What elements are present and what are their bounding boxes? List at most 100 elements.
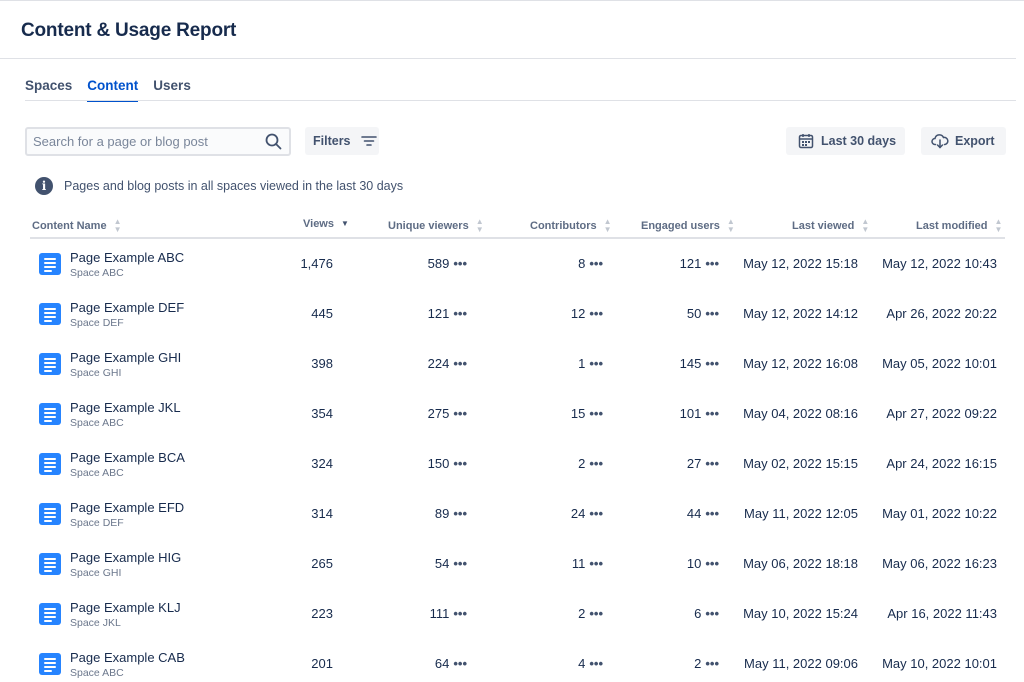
- views-cell: 354: [311, 406, 333, 421]
- table-row: Page Example BCA Space ABC 324 150 ••• 2 •…: [30, 439, 1005, 489]
- column-header-engaged-users[interactable]: Engaged users ▲ ▼: [641, 218, 735, 234]
- page-link[interactable]: Page Example ABC: [70, 250, 185, 265]
- sort-icon: ▲ ▼: [603, 217, 612, 234]
- page-title: Content & Usage Report: [21, 20, 237, 41]
- more-icon[interactable]: •••: [705, 456, 719, 471]
- tab-content[interactable]: Content: [87, 78, 139, 102]
- column-header-last-viewed[interactable]: Last viewed ▲ ▼: [792, 218, 869, 234]
- page-icon: [39, 253, 61, 275]
- last-viewed-cell: May 12, 2022 15:18: [743, 256, 858, 271]
- page-icon: [39, 303, 61, 325]
- sort-icon: ▲ ▼: [475, 217, 484, 234]
- more-icon[interactable]: •••: [453, 606, 467, 621]
- tab-bar: Spaces Content Users: [25, 78, 206, 102]
- contributors-cell: 11 •••: [572, 556, 603, 571]
- page-icon: [39, 503, 61, 525]
- table-row: Page Example EFD Space DEF 314 89 ••• 24 •…: [30, 489, 1005, 539]
- engaged-users-value: 6: [694, 606, 702, 621]
- more-icon[interactable]: •••: [453, 306, 467, 321]
- more-icon[interactable]: •••: [453, 656, 467, 671]
- more-icon[interactable]: •••: [705, 406, 719, 421]
- more-icon[interactable]: •••: [453, 456, 467, 471]
- search-input[interactable]: [33, 134, 263, 149]
- page-link[interactable]: Page Example BCA: [70, 450, 185, 465]
- last-viewed-cell: May 12, 2022 14:12: [743, 306, 858, 321]
- info-icon: i: [35, 177, 53, 195]
- top-border: [0, 0, 1024, 1]
- engaged-users-value: 101: [679, 406, 702, 421]
- column-header-views[interactable]: Views ▼: [303, 218, 349, 230]
- more-icon[interactable]: •••: [589, 656, 603, 671]
- more-icon[interactable]: •••: [705, 606, 719, 621]
- more-icon[interactable]: •••: [453, 356, 467, 371]
- contributors-value: 2: [578, 456, 586, 471]
- views-cell: 265: [311, 556, 333, 571]
- contributors-value: 2: [578, 606, 586, 621]
- space-name: Space ABC: [70, 667, 124, 679]
- page-icon: [39, 653, 61, 675]
- tab-users[interactable]: Users: [153, 78, 191, 93]
- unique-viewers-cell: 54 •••: [435, 556, 467, 571]
- date-range-button[interactable]: Last 30 days: [786, 127, 905, 155]
- more-icon[interactable]: •••: [589, 506, 603, 521]
- column-header-label: Contributors: [530, 220, 597, 232]
- contributors-cell: 8 •••: [578, 256, 603, 271]
- filters-button[interactable]: Filters: [305, 127, 379, 155]
- filter-icon: [360, 135, 377, 147]
- column-header-label: Last viewed: [792, 220, 855, 232]
- page-link[interactable]: Page Example DEF: [70, 300, 185, 315]
- more-icon[interactable]: •••: [453, 506, 467, 521]
- more-icon[interactable]: •••: [705, 556, 719, 571]
- more-icon[interactable]: •••: [705, 306, 719, 321]
- more-icon[interactable]: •••: [453, 406, 467, 421]
- content-table: Content Name ▲ ▼ Views ▼ Unique viewers ▲ ▼ C…: [30, 210, 1005, 682]
- export-label: Export: [955, 134, 995, 148]
- column-header-label: Engaged users: [641, 220, 720, 232]
- column-header-last-modified[interactable]: Last modified ▲ ▼: [916, 218, 1002, 234]
- more-icon[interactable]: •••: [589, 406, 603, 421]
- last-modified-cell: May 06, 2022 16:23: [882, 556, 997, 571]
- page-link[interactable]: Page Example GHI: [70, 350, 182, 365]
- page-link[interactable]: Page Example EFD: [70, 500, 185, 515]
- search-icon[interactable]: [263, 132, 283, 152]
- unique-viewers-cell: 275 •••: [428, 406, 467, 421]
- engaged-users-value: 145: [679, 356, 702, 371]
- more-icon[interactable]: •••: [589, 356, 603, 371]
- more-icon[interactable]: •••: [589, 456, 603, 471]
- more-icon[interactable]: •••: [589, 256, 603, 271]
- contributors-value: 11: [571, 556, 586, 571]
- space-name: Space ABC: [70, 267, 124, 279]
- engaged-users-value: 27: [686, 456, 702, 471]
- more-icon[interactable]: •••: [453, 256, 467, 271]
- column-header-content-name[interactable]: Content Name ▲ ▼: [32, 218, 121, 234]
- column-header-unique-viewers[interactable]: Unique viewers ▲ ▼: [388, 218, 484, 234]
- page-link[interactable]: Page Example CAB: [70, 650, 185, 665]
- contributors-cell: 1 •••: [578, 356, 603, 371]
- page-link[interactable]: Page Example JKL: [70, 400, 181, 415]
- more-icon[interactable]: •••: [589, 306, 603, 321]
- content-name-cell: Page Example DEF Space DEF: [70, 300, 184, 329]
- contributors-cell: 15 •••: [571, 406, 603, 421]
- more-icon[interactable]: •••: [453, 556, 467, 571]
- unique-viewers-cell: 121 •••: [428, 306, 467, 321]
- unique-viewers-value: 121: [427, 306, 450, 321]
- tab-spaces[interactable]: Spaces: [25, 78, 73, 93]
- engaged-users-value: 121: [679, 256, 702, 271]
- more-icon[interactable]: •••: [705, 656, 719, 671]
- more-icon[interactable]: •••: [705, 256, 719, 271]
- more-icon[interactable]: •••: [705, 506, 719, 521]
- page-link[interactable]: Page Example KLJ: [70, 600, 181, 615]
- column-header-label: Content Name: [32, 220, 107, 232]
- column-header-contributors[interactable]: Contributors ▲ ▼: [530, 218, 612, 234]
- engaged-users-cell: 101 •••: [680, 406, 719, 421]
- views-cell: 223: [311, 606, 333, 621]
- unique-viewers-value: 54: [434, 556, 450, 571]
- unique-viewers-value: 275: [427, 406, 450, 421]
- last-viewed-cell: May 12, 2022 16:08: [743, 356, 858, 371]
- more-icon[interactable]: •••: [589, 556, 603, 571]
- column-header-label: Last modified: [916, 220, 988, 232]
- more-icon[interactable]: •••: [705, 356, 719, 371]
- export-button[interactable]: Export: [921, 127, 1006, 155]
- more-icon[interactable]: •••: [589, 606, 603, 621]
- page-link[interactable]: Page Example HIG: [70, 550, 182, 565]
